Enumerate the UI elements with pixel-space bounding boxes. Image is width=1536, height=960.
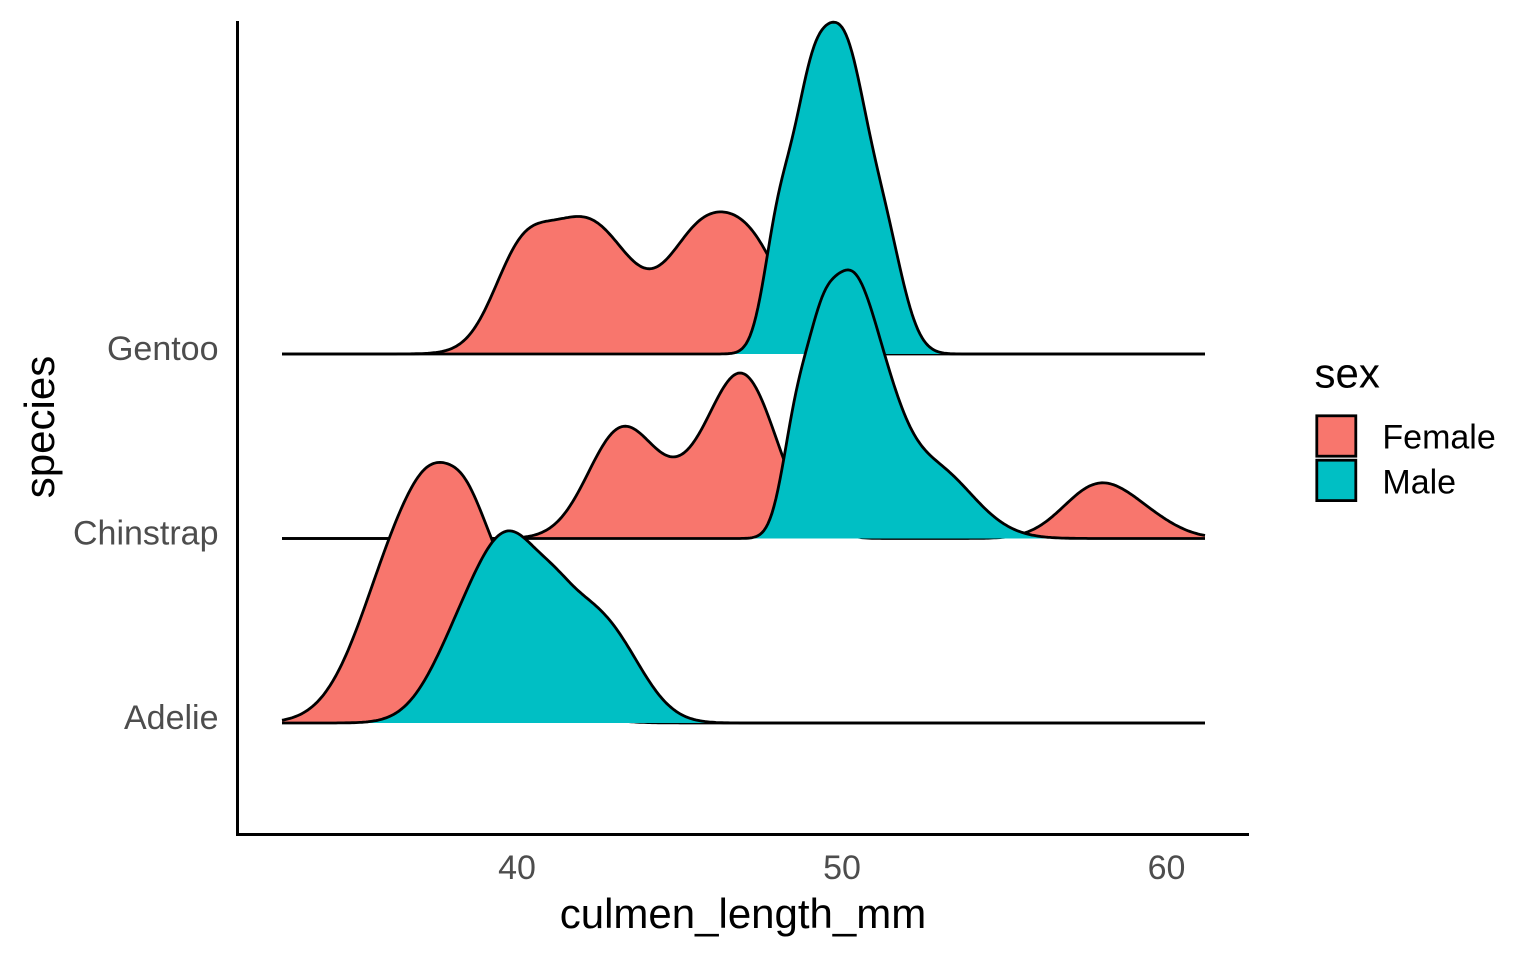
svg-text:Female: Female [1382,418,1495,456]
svg-text:culmen_length_mm: culmen_length_mm [560,890,927,937]
svg-text:Gentoo: Gentoo [107,330,219,368]
svg-text:sex: sex [1315,349,1380,396]
svg-text:Adelie: Adelie [124,699,219,737]
svg-text:50: 50 [823,849,861,887]
svg-text:60: 60 [1148,849,1186,887]
svg-text:Male: Male [1382,463,1456,501]
svg-text:species: species [16,356,63,498]
svg-text:40: 40 [498,849,536,887]
svg-text:Chinstrap: Chinstrap [73,515,219,553]
